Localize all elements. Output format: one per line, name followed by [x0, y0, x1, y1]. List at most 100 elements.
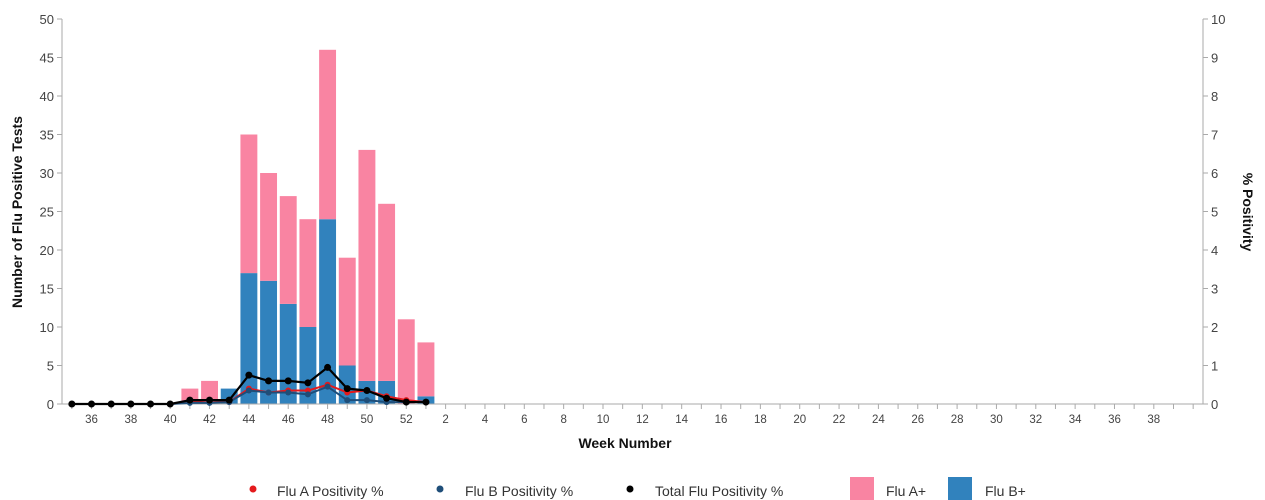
legend-swatch-flu-b-bar	[948, 477, 972, 500]
legend: Flu A Positivity % Flu B Positivity % To…	[249, 477, 1026, 500]
point-total-positivity	[186, 396, 194, 404]
bar-flu-b	[279, 303, 297, 404]
x-tick-label: 2	[442, 414, 448, 426]
point-total-positivity	[402, 398, 410, 406]
legend-item-flu-a-bar[interactable]: Flu A+	[850, 477, 926, 500]
x-tick-label: 8	[560, 414, 566, 426]
y2-tick-label: 6	[1211, 166, 1218, 181]
y2-tick-label: 3	[1211, 282, 1218, 297]
bar-flu-a	[260, 173, 278, 281]
y-tick-label: 40	[40, 89, 54, 104]
y2-tick-label: 5	[1211, 205, 1218, 220]
point-total-positivity	[383, 394, 391, 402]
legend-label-flu-a-bar: Flu A+	[886, 483, 926, 499]
x-tick-label: 40	[164, 414, 177, 426]
bars-layer	[181, 49, 435, 404]
bar-flu-a	[338, 257, 356, 366]
point-flu-b-positivity	[285, 389, 292, 396]
legend-swatch-total-positivity	[626, 485, 634, 493]
bar-flu-a	[201, 380, 219, 404]
x-tick-label: 30	[990, 414, 1003, 426]
point-total-positivity	[422, 398, 430, 406]
y2-tick-label: 1	[1211, 359, 1218, 374]
point-total-positivity	[147, 400, 155, 408]
y-tick-label: 45	[40, 51, 54, 66]
x-tick-label: 50	[361, 414, 374, 426]
point-total-positivity	[304, 379, 312, 387]
legend-swatch-flu-b-positivity	[436, 485, 444, 493]
point-flu-b-positivity	[265, 389, 272, 396]
point-total-positivity	[166, 400, 174, 408]
point-total-positivity	[324, 363, 332, 371]
point-total-positivity	[107, 400, 115, 408]
point-total-positivity	[88, 400, 96, 408]
legend-item-flu-b-bar[interactable]: Flu B+	[948, 477, 1026, 500]
y2-axis-title: % Positivity	[1240, 173, 1256, 252]
x-axis-title: Week Number	[578, 435, 672, 451]
x-tick-label: 34	[1069, 414, 1082, 426]
x-tick-label: 10	[597, 414, 610, 426]
legend-item-total-positivity[interactable]: Total Flu Positivity %	[626, 483, 784, 499]
y2-tick-label: 2	[1211, 320, 1218, 335]
x-tick-label: 48	[321, 414, 334, 426]
x-tick-label: 38	[1147, 414, 1160, 426]
x-tick-label: 52	[400, 414, 413, 426]
y-axis-title: Number of Flu Positive Tests	[9, 116, 25, 308]
y2-tick-label: 9	[1211, 51, 1218, 66]
legend-label-flu-a-positivity: Flu A Positivity %	[277, 483, 384, 499]
legend-swatch-flu-a-positivity	[249, 485, 257, 493]
bar-flu-a	[240, 134, 258, 274]
x-tick-label: 42	[203, 414, 216, 426]
legend-item-flu-b-positivity[interactable]: Flu B Positivity %	[436, 483, 574, 499]
bar-flu-b	[260, 280, 278, 404]
x-tick-label: 36	[1108, 414, 1121, 426]
x-tick-label: 28	[951, 414, 964, 426]
bar-flu-b	[240, 273, 258, 404]
bar-flu-a	[299, 219, 317, 327]
legend-item-flu-a-positivity[interactable]: Flu A Positivity %	[249, 483, 384, 499]
bar-flu-b	[299, 327, 317, 404]
bar-flu-a	[417, 342, 435, 397]
y2-tick-label: 7	[1211, 128, 1218, 143]
x-tick-label: 32	[1029, 414, 1042, 426]
x-tick-label: 18	[754, 414, 767, 426]
point-total-positivity	[284, 377, 292, 385]
x-tick-label: 20	[793, 414, 806, 426]
bar-flu-a	[397, 319, 415, 404]
x-tick-label: 44	[242, 414, 255, 426]
point-flu-b-positivity	[324, 383, 331, 390]
y-tick-label: 25	[40, 205, 54, 220]
y-tick-label: 35	[40, 128, 54, 143]
point-total-positivity	[343, 385, 351, 393]
point-flu-b-positivity	[304, 391, 311, 398]
point-total-positivity	[363, 387, 371, 395]
y2-tick-label: 8	[1211, 89, 1218, 104]
bar-flu-b	[338, 365, 356, 404]
bar-flu-a	[319, 49, 337, 220]
x-tick-label: 36	[85, 414, 98, 426]
bar-flu-a	[279, 196, 297, 304]
x-tick-label: 24	[872, 414, 885, 426]
bar-flu-b	[319, 219, 337, 404]
point-total-positivity	[206, 396, 214, 404]
y-tick-label: 5	[47, 359, 54, 374]
legend-label-flu-b-positivity: Flu B Positivity %	[465, 483, 573, 499]
x-tick-label: 12	[636, 414, 649, 426]
y2-tick-label: 0	[1211, 397, 1218, 412]
bar-flu-a	[358, 149, 376, 381]
legend-label-flu-b-bar: Flu B+	[985, 483, 1026, 499]
y-tick-label: 15	[40, 282, 54, 297]
x-tick-label: 14	[675, 414, 688, 426]
bar-flu-a	[378, 203, 396, 381]
x-tick-label: 6	[521, 414, 527, 426]
y2-tick-label: 4	[1211, 243, 1218, 258]
y-tick-label: 10	[40, 320, 54, 335]
point-flu-b-positivity	[344, 397, 351, 404]
legend-swatch-flu-a-bar	[850, 477, 874, 500]
point-flu-b-positivity	[245, 387, 252, 394]
y-tick-label: 0	[47, 397, 54, 412]
y2-tick-label: 10	[1211, 12, 1225, 27]
point-total-positivity	[127, 400, 135, 408]
